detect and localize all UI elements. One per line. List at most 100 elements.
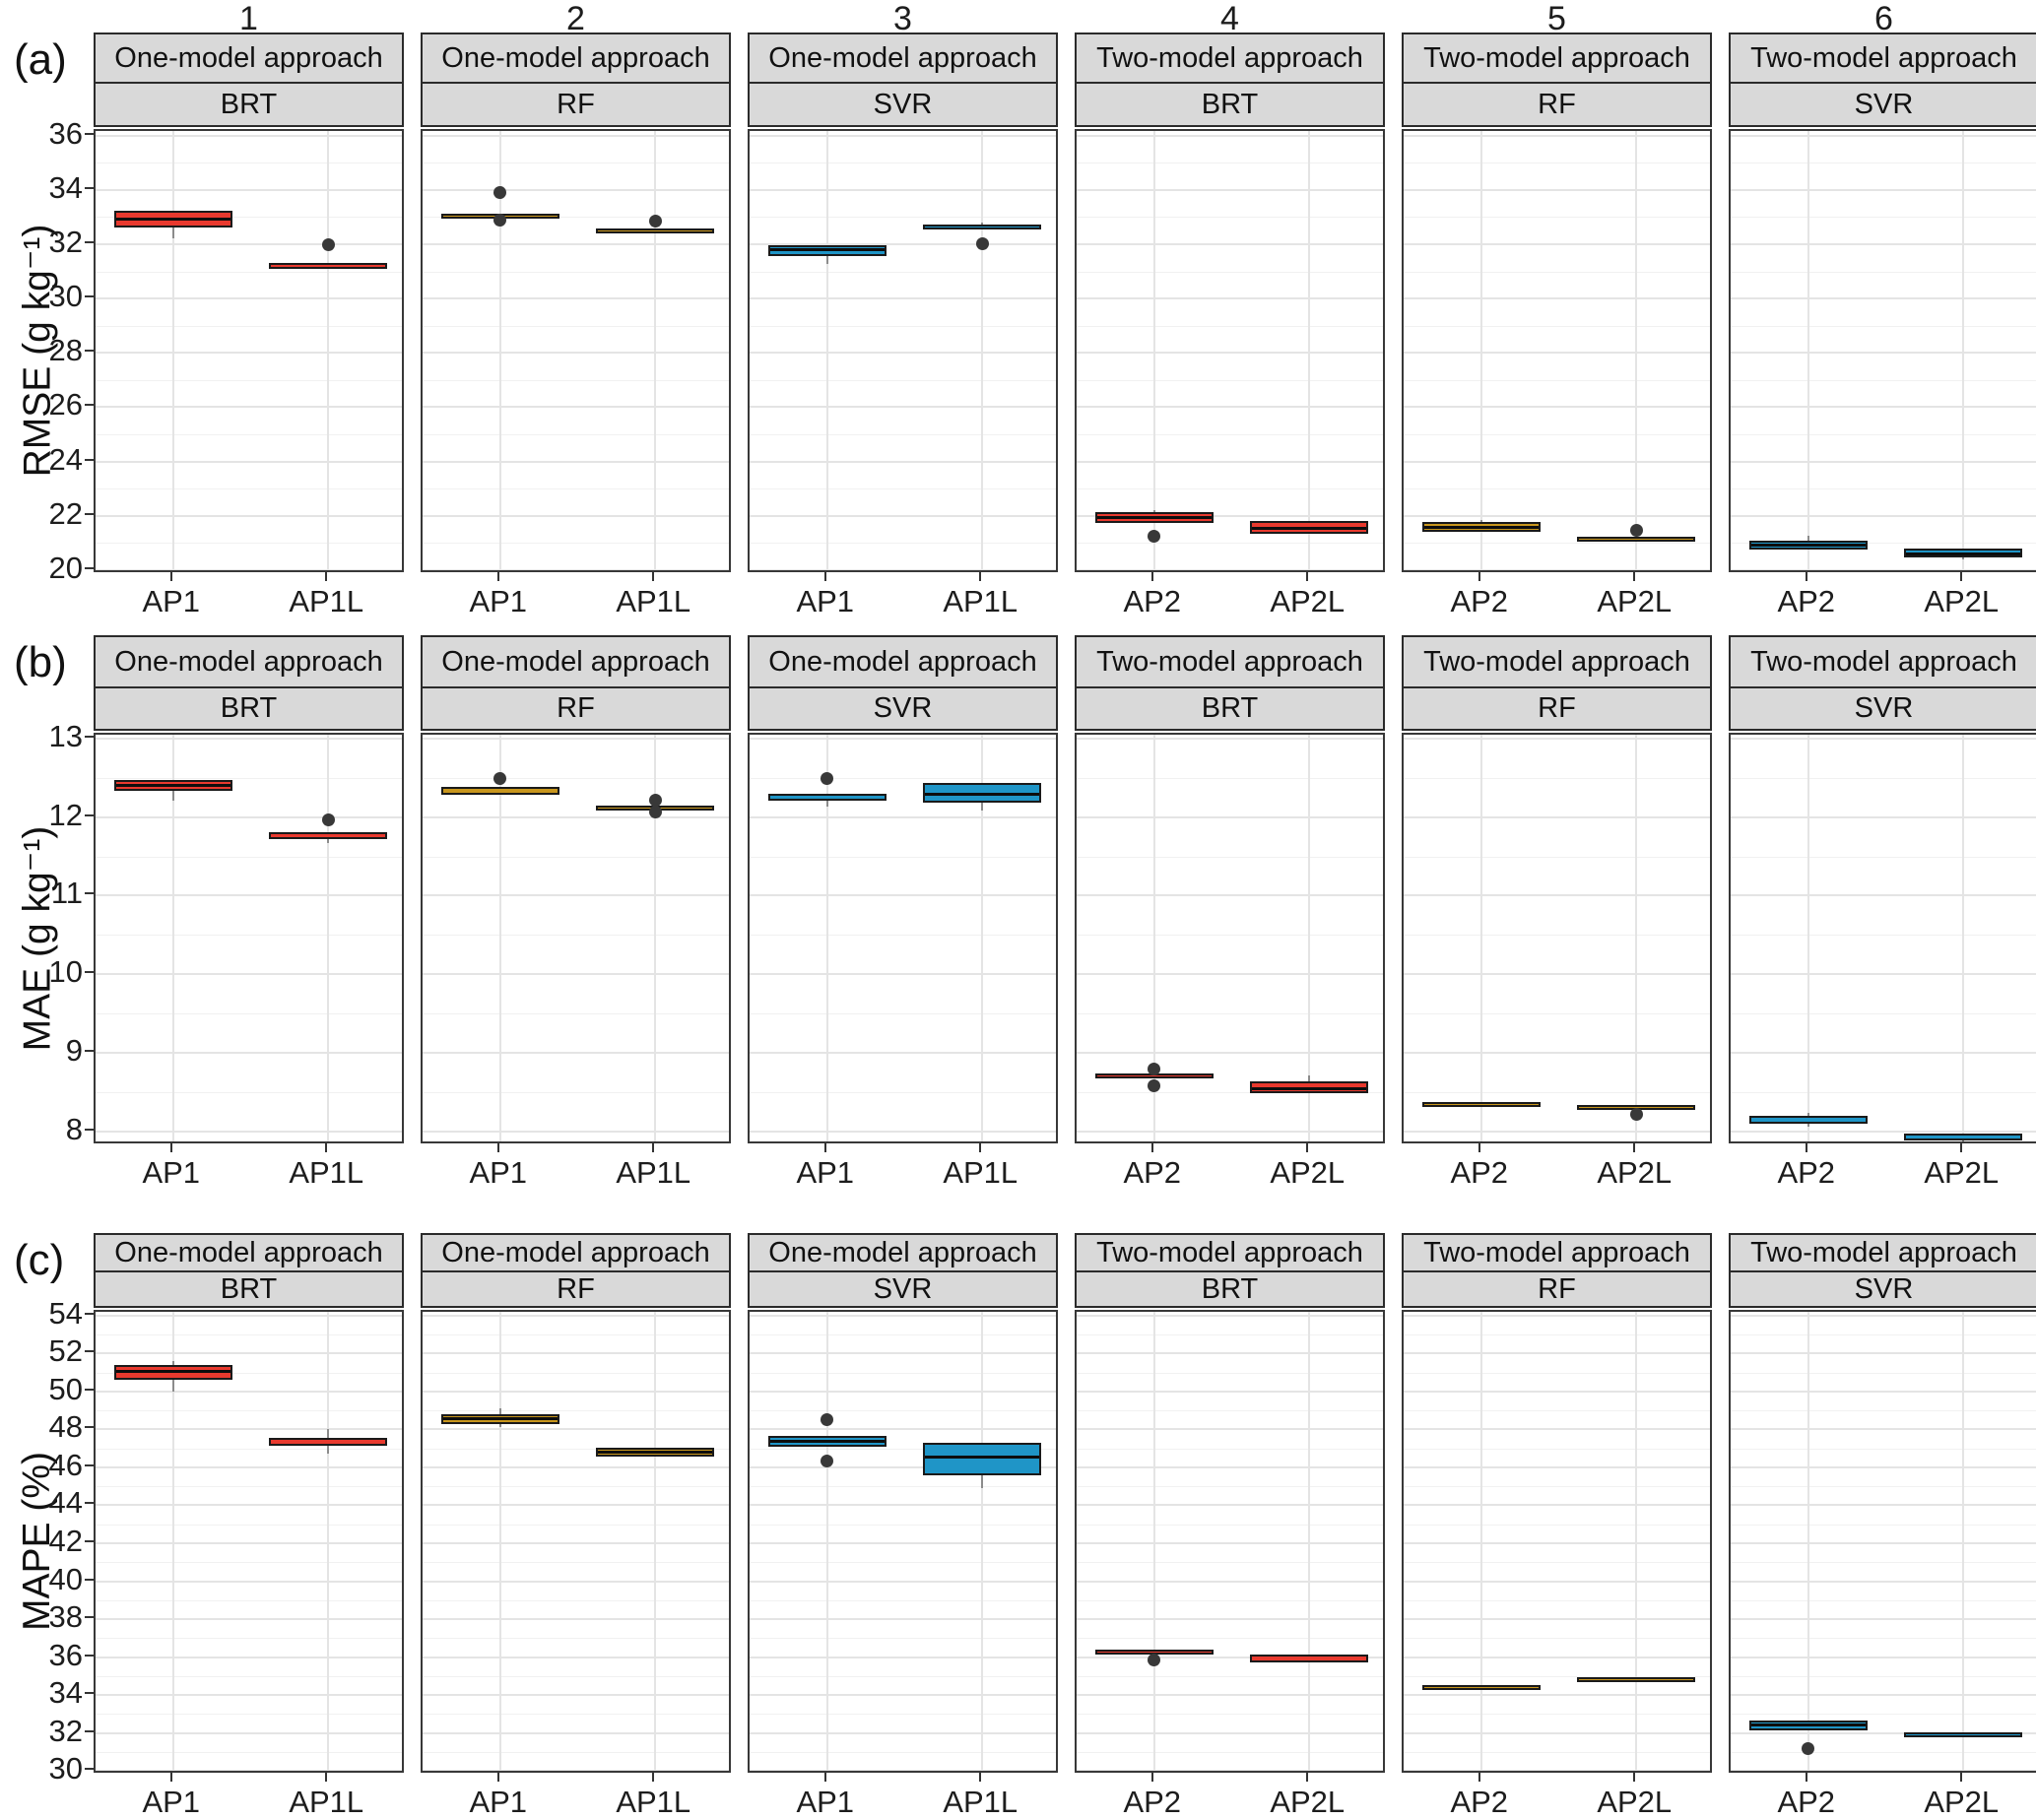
gridline-major: [1404, 815, 1710, 818]
strip-model: RF: [1402, 686, 1712, 731]
gridline-major: [1077, 460, 1383, 463]
y-tick-mark: [85, 1350, 94, 1353]
gridline-major: [750, 188, 1056, 191]
gridline-vertical: [1806, 131, 1809, 570]
strip-model: RF: [421, 82, 731, 127]
gridline-major: [750, 352, 1056, 355]
gridline-minor: [750, 856, 1056, 858]
gridline-major: [1404, 1130, 1710, 1133]
gridline-minor: [1404, 1410, 1710, 1412]
gridline-minor: [96, 1562, 402, 1564]
gridline-major: [750, 737, 1056, 740]
gridline-major: [1731, 188, 2036, 191]
gridline-major: [750, 815, 1056, 818]
gridline-minor: [96, 162, 402, 164]
outlier-dot: [648, 794, 662, 808]
x-tick-label: AP2: [1123, 584, 1182, 618]
gridline-major: [750, 1656, 1056, 1658]
gridline-major: [1404, 1051, 1710, 1054]
x-tick-label: AP1: [796, 1155, 855, 1190]
gridline-major: [1077, 973, 1383, 976]
gridline-major: [1731, 894, 2036, 897]
gridline-vertical: [327, 735, 330, 1141]
gridline-major: [1404, 1314, 1710, 1317]
gridline-major: [1404, 242, 1710, 245]
gridline-minor: [750, 325, 1056, 327]
gridline-major: [96, 1580, 402, 1583]
strip-approach: Two-model approach: [1075, 1233, 1385, 1272]
x-tick-mark: [1960, 572, 1963, 581]
gridline-major: [1404, 188, 1710, 191]
gridline-vertical: [171, 131, 174, 570]
gridline-major: [1404, 1465, 1710, 1468]
strip-model: SVR: [1729, 1270, 2036, 1308]
boxplot-box: [923, 225, 1042, 230]
x-tick-mark: [496, 1773, 499, 1782]
gridline-minor: [96, 1334, 402, 1336]
gridline-vertical: [981, 735, 984, 1141]
gridline-minor: [423, 1599, 729, 1601]
y-tick-mark: [85, 1049, 94, 1052]
plot-panel: [1075, 129, 1385, 572]
gridline-minor: [1731, 1448, 2036, 1450]
gridline-vertical: [498, 735, 501, 1141]
strip-approach: One-model approach: [748, 32, 1058, 84]
x-tick-mark: [1306, 572, 1309, 581]
gridline-minor: [1731, 543, 2036, 545]
gridline-major: [1731, 297, 2036, 300]
outlier-dot: [648, 215, 662, 228]
gridline-vertical: [654, 131, 657, 570]
gridline-minor: [1404, 1091, 1710, 1093]
y-tick-label: 34: [48, 169, 83, 205]
gridline-major: [423, 1352, 729, 1355]
median-line: [442, 1416, 558, 1420]
gridline-minor: [1731, 488, 2036, 490]
gridline-major: [96, 352, 402, 355]
gridline-minor: [423, 543, 729, 545]
gridline-major: [1077, 514, 1383, 517]
gridline-minor: [96, 1091, 402, 1093]
gridline-minor: [1731, 777, 2036, 779]
strip-approach: Two-model approach: [1075, 32, 1385, 84]
x-tick-mark: [823, 1143, 826, 1152]
strip-model: SVR: [748, 1270, 1058, 1308]
x-tick-mark: [169, 1143, 172, 1152]
plot-panel: [748, 733, 1058, 1143]
gridline-minor: [750, 217, 1056, 219]
x-tick-label: AP2: [1777, 584, 1836, 618]
y-tick-mark: [85, 1463, 94, 1466]
y-tick-mark: [85, 186, 94, 189]
gridline-minor: [750, 1372, 1056, 1374]
gridline-major: [1731, 815, 2036, 818]
gridline-minor: [423, 488, 729, 490]
plot-panel: [94, 1310, 404, 1773]
plot-panel: [1402, 129, 1712, 572]
strip-model: BRT: [94, 82, 404, 127]
y-tick-label: 26: [48, 387, 83, 422]
gridline-major: [423, 188, 729, 191]
gridline-minor: [1077, 1562, 1383, 1564]
gridline-minor: [1731, 1334, 2036, 1336]
x-tick-mark: [652, 572, 655, 581]
x-tick-label: AP1L: [289, 1155, 364, 1190]
gridline-major: [1404, 1428, 1710, 1431]
gridline-minor: [96, 935, 402, 937]
x-tick-mark: [1960, 1143, 1963, 1152]
gridline-minor: [423, 1410, 729, 1412]
y-tick-mark: [85, 458, 94, 461]
gridline-minor: [1404, 217, 1710, 219]
gridline-major: [1077, 1352, 1383, 1355]
gridline-major: [96, 134, 402, 137]
whisker-lower: [981, 1474, 984, 1489]
y-tick-mark: [85, 566, 94, 569]
column-number: 6: [1874, 0, 1893, 37]
y-tick-label: 36: [48, 115, 83, 151]
gridline-minor: [1731, 1524, 2036, 1526]
gridline-major: [96, 894, 402, 897]
gridline-minor: [1077, 1599, 1383, 1601]
gridline-minor: [423, 1091, 729, 1093]
plot-panel: [1075, 733, 1385, 1143]
y-tick-label: 40: [48, 1561, 83, 1596]
gridline-major: [750, 460, 1056, 463]
